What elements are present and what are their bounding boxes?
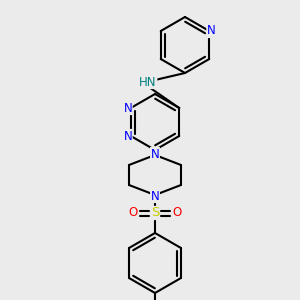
Text: N: N — [151, 148, 159, 160]
Text: O: O — [128, 206, 138, 220]
Text: N: N — [123, 130, 132, 142]
Text: S: S — [151, 206, 159, 220]
Text: HN: HN — [139, 76, 157, 88]
Text: N: N — [151, 190, 159, 202]
Text: N: N — [207, 25, 216, 38]
Text: O: O — [172, 206, 182, 220]
Text: N: N — [123, 101, 132, 115]
